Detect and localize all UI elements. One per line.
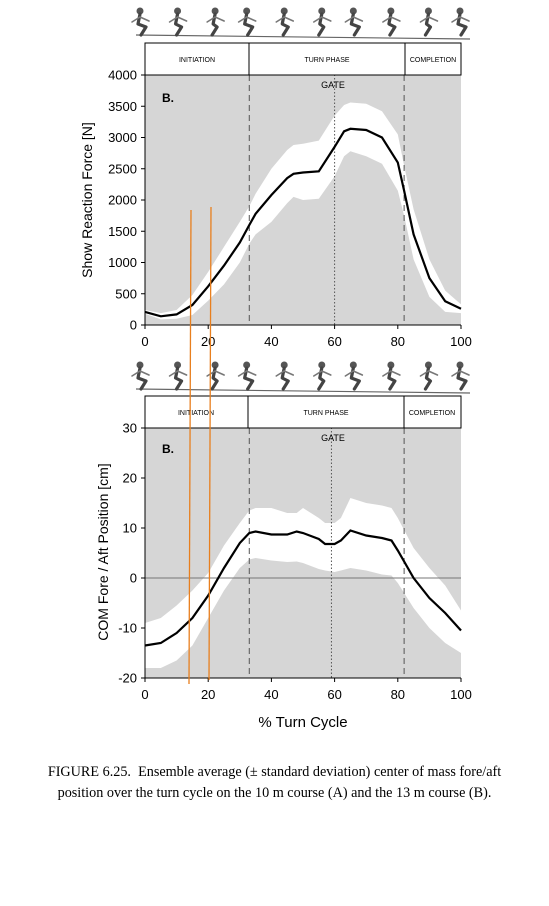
- skier-sequence-bottom: [131, 361, 471, 394]
- y-tick-label: 3000: [108, 130, 137, 145]
- ski-track: [135, 388, 471, 394]
- y-axis-label: COM Fore / Aft Position [cm]: [95, 463, 111, 640]
- y-tick-label: 30: [123, 421, 137, 436]
- skier-figure: [344, 7, 364, 37]
- y-tick-label: 0: [130, 318, 137, 333]
- x-tick-label: 20: [201, 334, 215, 349]
- y-tick-label: -10: [118, 621, 137, 636]
- y-tick-label: 500: [115, 286, 137, 301]
- gate-label: GATE: [321, 80, 345, 90]
- skier-figure: [131, 7, 150, 37]
- x-tick-label: 80: [391, 334, 405, 349]
- x-tick-label: 80: [391, 687, 405, 702]
- phase-label-completion: COMPLETION: [409, 410, 455, 417]
- skier-figure: [344, 361, 364, 391]
- skier-figure: [451, 361, 470, 391]
- x-tick-label: 40: [264, 334, 278, 349]
- mean-line: [144, 529, 462, 647]
- skier-figure: [168, 7, 188, 37]
- panel-label: B.: [162, 91, 174, 105]
- y-tick-label: 1000: [108, 255, 137, 270]
- x-tick-label: 60: [327, 334, 341, 349]
- x-axis-label: % Turn Cycle: [258, 714, 347, 731]
- phase-label-turn: TURN PHASE: [303, 410, 348, 417]
- skier-figure: [419, 361, 439, 391]
- y-tick-label: 3500: [108, 99, 137, 114]
- x-tick-label: 60: [327, 687, 341, 702]
- x-tick-label: 40: [264, 687, 278, 702]
- x-tick-label: 0: [141, 334, 148, 349]
- y-tick-label: 2000: [108, 193, 137, 208]
- skier-figure: [237, 7, 257, 37]
- x-tick-label: 0: [141, 687, 148, 702]
- skier-sequence-top: [131, 7, 471, 40]
- skier-figure: [131, 361, 150, 391]
- sd-band: [145, 498, 461, 668]
- y-tick-label: 2500: [108, 161, 137, 176]
- y-tick-label: 10: [123, 521, 137, 536]
- y-tick-label: -20: [118, 671, 137, 686]
- y-axis: -20 -10 0 10 20 30: [118, 421, 146, 686]
- annotation-line-2: [208, 206, 212, 681]
- skier-figure: [237, 361, 257, 391]
- chart-force: INITIATION TURN PHASE COMPLETION GATE B.…: [79, 42, 472, 349]
- annotation-line-1: [188, 209, 192, 685]
- skier-figure: [382, 7, 401, 37]
- gate-label: GATE: [321, 433, 345, 443]
- y-tick-label: 0: [130, 571, 137, 586]
- y-tick-label: 1500: [108, 224, 137, 239]
- x-tick-label: 20: [201, 687, 215, 702]
- x-tick-label: 100: [450, 687, 472, 702]
- skier-figure: [312, 7, 332, 37]
- skier-figure: [382, 361, 401, 391]
- phase-label-initiation: INITIATION: [178, 410, 214, 417]
- skier-figure: [206, 7, 225, 37]
- x-tick-label: 100: [450, 334, 472, 349]
- phase-label-completion: COMPLETION: [410, 57, 456, 64]
- skier-figure: [312, 361, 332, 391]
- skier-figure: [419, 7, 439, 37]
- y-axis-label: Show Reaction Force [N]: [79, 122, 95, 278]
- skier-figure: [275, 361, 295, 391]
- phase-header: [144, 395, 462, 429]
- figure-caption: FIGURE 6.25. Ensemble average (± standar…: [0, 762, 549, 804]
- y-axis: 0 500 1000 1500 2000 2500 3000 3500 4000: [108, 68, 146, 333]
- skier-figure: [206, 361, 225, 391]
- skier-figure: [451, 7, 470, 37]
- y-tick-label: 4000: [108, 68, 137, 83]
- phase-header: [144, 42, 462, 76]
- skier-figure: [168, 361, 188, 391]
- x-axis: 0 20 40 60 80 100: [141, 677, 472, 702]
- mean-line: [144, 127, 462, 318]
- y-tick-label: 20: [123, 471, 137, 486]
- skier-figure: [275, 7, 295, 37]
- x-axis: 0 20 40 60 80 100: [141, 324, 472, 349]
- phase-label-initiation: INITIATION: [179, 57, 215, 64]
- panel-label: B.: [162, 442, 174, 456]
- caption-line-2: position over the turn cycle on the 10 m…: [57, 785, 492, 801]
- ski-track: [135, 34, 471, 40]
- chart-com-position: INITIATION TURN PHASE COMPLETION GATE B.…: [95, 395, 472, 731]
- figure: INITIATION TURN PHASE COMPLETION GATE B.…: [79, 7, 472, 731]
- phase-label-turn: TURN PHASE: [304, 57, 349, 64]
- caption-line-1: FIGURE 6.25. Ensemble average (± standar…: [47, 764, 502, 780]
